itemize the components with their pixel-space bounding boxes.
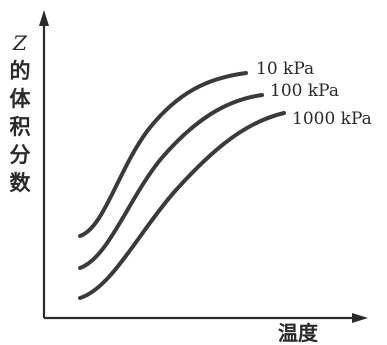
y-axis-label-char: 分 — [10, 143, 31, 167]
y-axis-label-char: 体 — [10, 87, 32, 111]
y-axis-label-char: 的 — [10, 59, 31, 83]
series-line-1000kpa — [78, 111, 286, 300]
series-label-10kpa: 10 kPa — [256, 59, 314, 79]
x-axis-label: 温度 — [278, 321, 319, 345]
y-axis-label-char: Z — [12, 31, 28, 55]
series-line-100kpa — [78, 93, 264, 270]
y-axis-label: Z 的 体 积 分 数 — [10, 31, 32, 195]
series-label-100kpa: 100 kPa — [270, 81, 339, 101]
y-axis-label-char: 积 — [10, 115, 31, 139]
series-line-10kpa — [78, 71, 248, 238]
y-axis-label-char: 数 — [10, 171, 32, 195]
y-axis-arrow-icon — [39, 10, 49, 26]
x-axis-arrow-icon — [352, 313, 368, 323]
series-label-1000kpa: 1000 kPa — [292, 109, 372, 129]
